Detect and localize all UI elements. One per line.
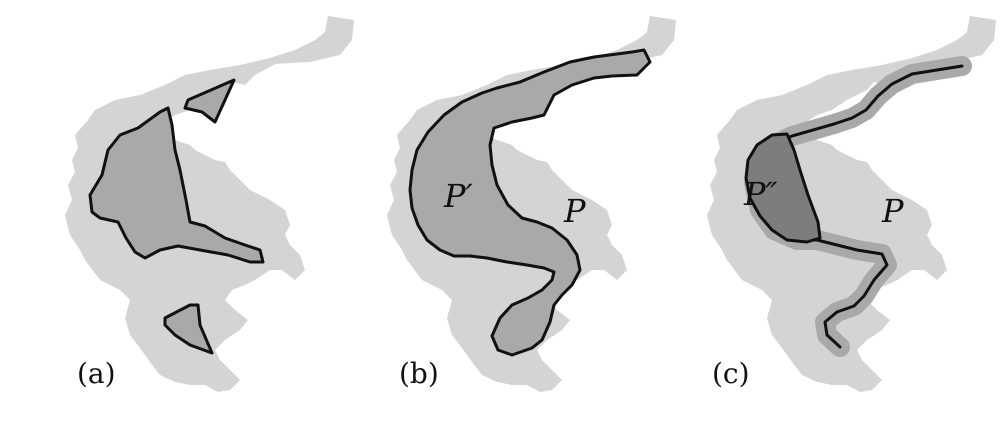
inner-region-main bbox=[88, 106, 265, 264]
panel-c: P″ P (c) bbox=[707, 16, 996, 392]
polygon-p-double-prime bbox=[744, 132, 822, 244]
panel-b: P′ P (b) bbox=[387, 16, 676, 392]
label-p-prime: P′ bbox=[443, 177, 474, 215]
panel-c-label: (c) bbox=[712, 357, 750, 390]
polygon-p-prime bbox=[408, 48, 652, 357]
label-p: P bbox=[563, 192, 586, 230]
inner-region-bottom bbox=[163, 303, 214, 355]
panel-b-label: (b) bbox=[399, 357, 439, 390]
label-p-double-prime: P″ bbox=[743, 175, 778, 213]
label-p: P bbox=[881, 192, 904, 230]
panel-a-label: (a) bbox=[77, 357, 116, 390]
inner-region-top bbox=[183, 78, 236, 124]
panel-a: (a) bbox=[65, 16, 354, 392]
